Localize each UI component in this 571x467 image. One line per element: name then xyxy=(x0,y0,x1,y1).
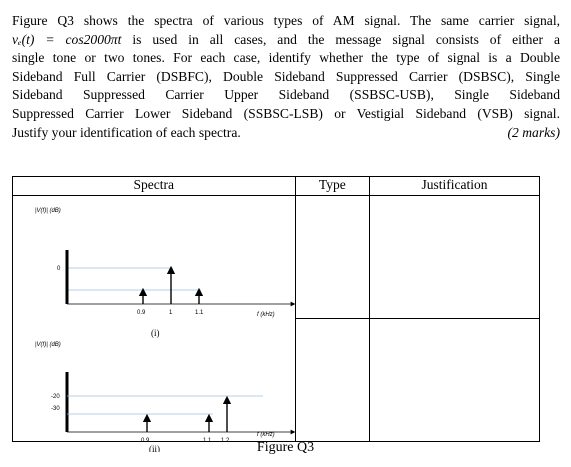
plot-ii-sublabel: (ii) xyxy=(149,444,160,452)
plot-ii: |V(f)| (dB) -20 -30 0.9 1.1 1.2 f (kHz) … xyxy=(35,342,296,452)
question-line-7: Justify your identification of each spec… xyxy=(12,124,560,143)
plot-ii-ytick-1: -30 xyxy=(51,406,60,412)
question-line-5: Sideband Suppressed Carrier Upper Sideba… xyxy=(12,87,560,103)
plot-i-sublabel: (i) xyxy=(151,328,160,338)
justification-cell-i[interactable] xyxy=(369,195,540,319)
question-line-2-text: is used in all cases, and the message si… xyxy=(132,31,560,47)
question-text: Figure Q3 shows the spectra of various t… xyxy=(12,12,560,142)
plot-i-xunit: f (kHz) xyxy=(257,312,275,318)
plot-i-xtick-0: 0.9 xyxy=(137,310,146,316)
header-justification: Justification xyxy=(369,176,540,196)
spectra-cell: |V(f)| (dB) 0 0.9 1 1.1 f (kHz) (i) xyxy=(12,195,296,452)
plot-ii-xunit: f (kHz) xyxy=(257,432,275,438)
plot-ii-ylabel: |V(f)| (dB) xyxy=(35,342,61,348)
question-line-4: Sideband Full Carrier (DSBFC), Double Si… xyxy=(12,68,560,84)
question-line-7-text: Justify your identification of each spec… xyxy=(12,124,241,140)
question-line-2: vₑ(t) = cos2000πt is used in all cases, … xyxy=(12,31,560,50)
question-line-1: Figure Q3 shows the spectra of various t… xyxy=(12,13,560,28)
header-spectra: Spectra xyxy=(12,176,296,196)
plot-i-xtick-1: 1 xyxy=(169,310,173,316)
type-cell-ii[interactable] xyxy=(294,318,371,442)
figure-caption: Figure Q3 xyxy=(256,440,315,455)
type-cell-i[interactable] xyxy=(294,195,371,319)
plot-i: |V(f)| (dB) 0 0.9 1 1.1 f (kHz) (i) xyxy=(35,208,296,338)
spectra-figure: |V(f)| (dB) 0 0.9 1 1.1 f (kHz) (i) xyxy=(35,208,296,452)
plot-i-ylabel: |V(f)| (dB) xyxy=(35,208,61,214)
marks-label: (2 marks) xyxy=(507,124,560,140)
plot-i-xtick-2: 1.1 xyxy=(195,310,204,316)
question-line-3: single tone or two tones. For each case,… xyxy=(12,50,560,66)
justification-cell-ii[interactable] xyxy=(369,318,540,442)
plot-ii-ytick-0: -20 xyxy=(51,394,60,400)
plot-ii-xtick-1: 1.1 xyxy=(203,438,212,444)
plot-i-ytick-0: 0 xyxy=(57,266,61,272)
header-type: Type xyxy=(294,176,371,196)
plot-ii-xtick-2: 1.2 xyxy=(221,438,230,444)
plot-ii-xtick-0: 0.9 xyxy=(141,438,150,444)
carrier-equation: vₑ(t) = cos2000πt xyxy=(12,31,122,47)
question-line-6: Suppressed Carrier Lower Sideband (SSBSC… xyxy=(12,105,560,121)
answer-table: Spectra Type Justification |V(f)| (dB) 0 xyxy=(12,176,540,452)
